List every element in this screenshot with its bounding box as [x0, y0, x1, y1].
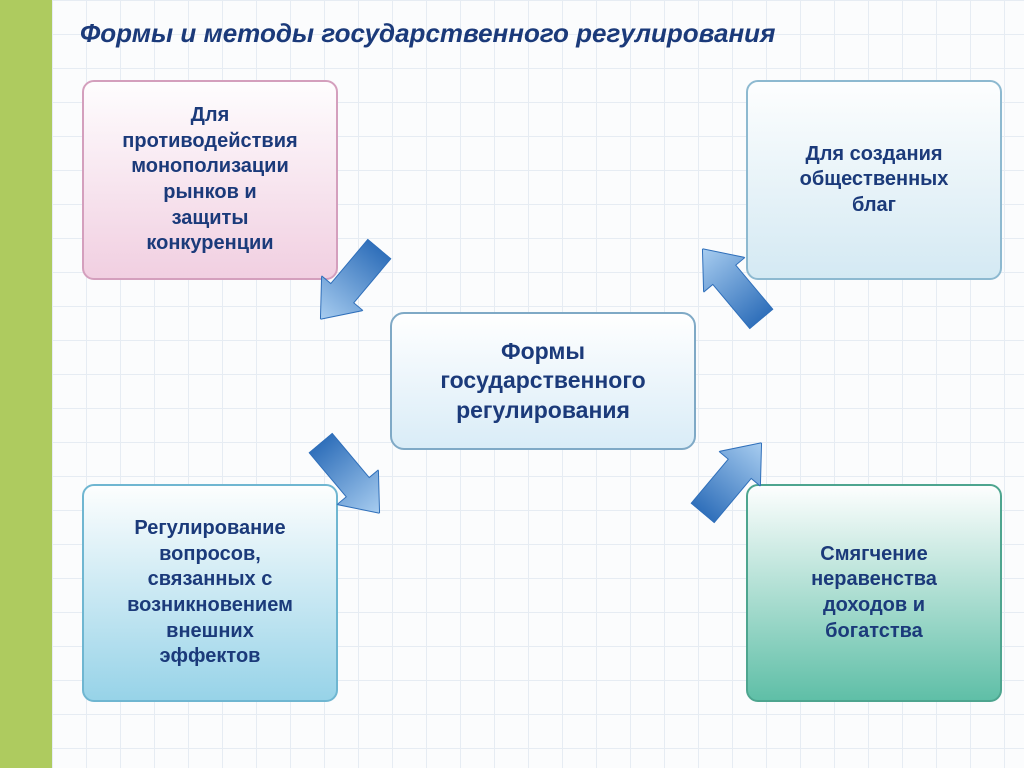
diagram-canvas: Формы и методы государственного регулиро…	[52, 0, 1024, 768]
outer-node-top-left: Дляпротиводействиямонополизациирынков из…	[82, 80, 338, 280]
outer-node-label: Для созданияобщественныхблаг	[800, 142, 949, 219]
diagram-title: Формы и методы государственного регулиро…	[80, 18, 775, 49]
outer-node-label: Дляпротиводействиямонополизациирынков из…	[122, 103, 297, 257]
outer-node-bottom-left: Регулированиевопросов,связанных свозникн…	[82, 484, 338, 702]
outer-node-label: Регулированиевопросов,связанных свозникн…	[127, 516, 293, 670]
outer-node-top-right: Для созданияобщественныхблаг	[746, 80, 1002, 280]
outer-node-label: Смягчениенеравенствадоходов ибогатства	[811, 542, 937, 644]
outer-node-bottom-right: Смягчениенеравенствадоходов ибогатства	[746, 484, 1002, 702]
center-node: Формыгосударственногорегулирования	[390, 312, 696, 450]
left-decorative-band	[0, 0, 52, 768]
center-node-label: Формыгосударственногорегулирования	[440, 337, 645, 425]
